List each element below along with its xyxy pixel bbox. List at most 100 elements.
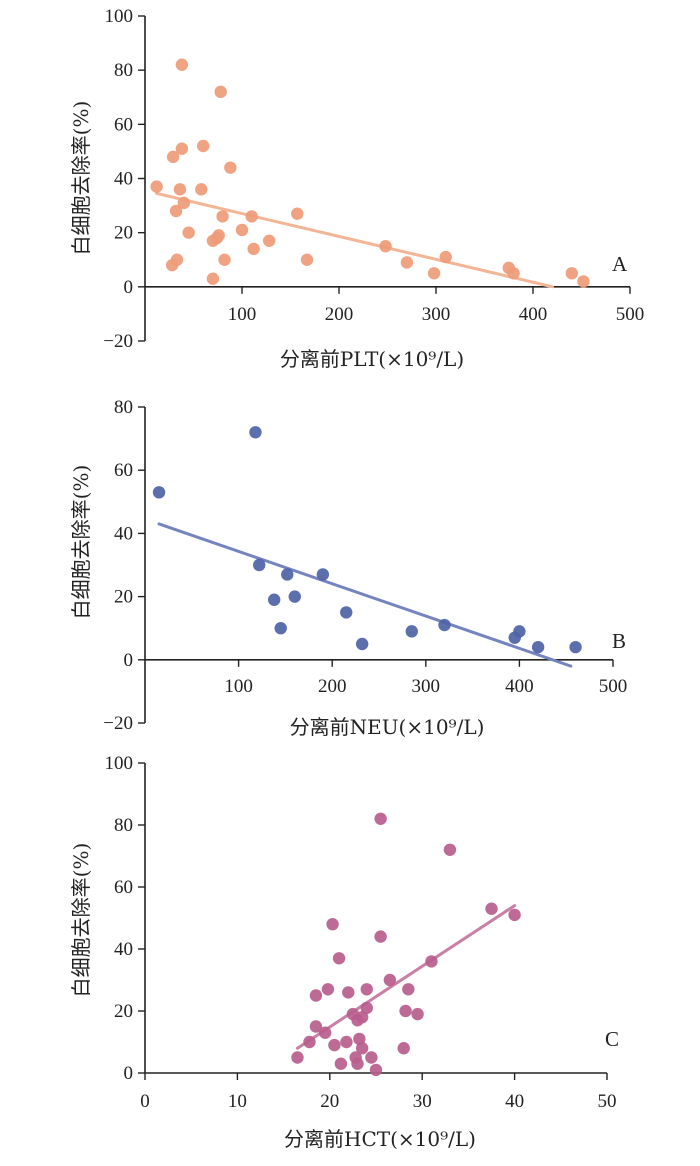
panel-c-point xyxy=(355,1042,369,1055)
panel-c-point xyxy=(399,1004,412,1018)
panel-c-point xyxy=(353,1032,366,1046)
panel-c-point xyxy=(332,952,346,965)
panel-b-xtick-label: 400 xyxy=(505,676,534,697)
panel-c-point xyxy=(321,983,335,996)
panel-a-point xyxy=(400,256,414,269)
panel-a-point xyxy=(291,207,304,220)
panel-c-xtick-label: 30 xyxy=(413,1091,432,1112)
panel-a-point xyxy=(216,210,229,223)
panel-c-ylabel: 白细胞去除率(%) xyxy=(69,843,93,998)
panel-a-ytick-label: 0 xyxy=(124,277,134,298)
panel-a-ytick-label: 100 xyxy=(105,6,134,27)
panel-b-trend-line xyxy=(157,522,573,668)
panel-a: 白细胞去除率(%) 分离前PLT(×10⁹/L) A −20 0 20 40 60 80 1… xyxy=(69,6,644,371)
panel-c-point xyxy=(485,902,498,915)
panel-a-point xyxy=(197,139,210,153)
panel-c-point xyxy=(360,983,373,996)
panel-a-point xyxy=(247,242,260,256)
panel-b-point xyxy=(340,606,353,619)
panel-b-xtick-label: 200 xyxy=(318,676,347,697)
panel-c-point xyxy=(374,930,387,943)
panel-a-xtick-label: 100 xyxy=(228,304,257,325)
panel-b-point xyxy=(405,625,418,638)
panel-b-point xyxy=(355,637,369,651)
panel-b-point xyxy=(249,426,262,439)
panel-c-point xyxy=(303,1035,316,1049)
panel-a-point xyxy=(245,210,258,223)
panel-a-point xyxy=(224,161,237,174)
panel-a-ylabel: 白细胞去除率(%) xyxy=(69,101,93,256)
panel-c-xlabel: 分离前HCT(×10⁹/L) xyxy=(284,1127,476,1151)
panel-c-point xyxy=(342,986,355,999)
panel-a-point xyxy=(379,240,392,253)
panel-a-point xyxy=(507,267,520,280)
panel-b-point xyxy=(281,568,294,581)
panel-a-point xyxy=(235,223,249,237)
panel-a-point xyxy=(565,267,578,280)
panel-c-point xyxy=(402,983,415,996)
panel-a-ytick-label: 80 xyxy=(114,60,133,81)
panel-a-point xyxy=(169,204,183,218)
panel-b-point xyxy=(267,593,281,606)
panel-a-ytick-label: −20 xyxy=(103,331,133,352)
panel-c-point xyxy=(326,918,339,931)
panel-c-xtick-label: 40 xyxy=(505,1091,524,1112)
panel-c-point xyxy=(309,989,323,1002)
panel-c-point xyxy=(360,1001,373,1015)
panel-a-trend-line xyxy=(155,191,554,289)
panel-b-letter: B xyxy=(612,629,626,653)
panel-a-point xyxy=(577,275,590,288)
panel-b-ytick-label: −20 xyxy=(103,713,133,734)
panel-a-point xyxy=(166,150,180,164)
panel-c-ytick-label: 100 xyxy=(105,753,134,774)
panel-a-xlabel: 分离前PLT(×10⁹/L) xyxy=(280,347,464,371)
panel-b-point xyxy=(316,568,330,581)
panel-b-point xyxy=(274,622,287,635)
panel-b-xtick-label: 100 xyxy=(224,676,253,697)
panel-c-point xyxy=(374,812,387,825)
panel-a-xtick-label: 500 xyxy=(616,304,645,325)
panel-b-ytick-label: 80 xyxy=(114,397,133,418)
panel-c-point xyxy=(340,1035,353,1049)
panel-c-letter: C xyxy=(605,1027,619,1051)
panel-a-point xyxy=(182,226,195,239)
panel-a-point xyxy=(214,85,227,99)
panel-c-point xyxy=(425,955,438,968)
panel-b-xtick-label: 500 xyxy=(599,676,628,697)
panel-c-point xyxy=(355,1011,369,1024)
panel-a-ytick-label: 60 xyxy=(114,114,133,135)
panel-b-ytick-label: 60 xyxy=(114,460,133,481)
panel-b-point xyxy=(288,590,301,603)
panel-c-xtick-label: 10 xyxy=(228,1091,247,1112)
panel-c: 白细胞去除率(%) 分离前HCT(×10⁹/L) C 0 20 40 60 80 100 0… xyxy=(69,753,619,1151)
panel-a-point xyxy=(262,234,276,247)
panel-c-ytick-label: 60 xyxy=(114,877,133,898)
panel-c-point xyxy=(318,1026,332,1039)
panel-c-ytick-label: 40 xyxy=(114,939,133,960)
panel-c-point xyxy=(351,1057,364,1070)
panel-a-xtick-label: 200 xyxy=(325,304,354,325)
panel-a-ytick-label: 40 xyxy=(114,169,133,190)
panel-c-point xyxy=(443,843,457,856)
panel-c-ytick-label: 80 xyxy=(114,815,133,836)
panel-a-point xyxy=(206,272,220,285)
panel-b-ylabel: 白细胞去除率(%) xyxy=(69,465,93,620)
panel-c-ytick-label: 0 xyxy=(124,1063,134,1084)
panel-c-point xyxy=(383,973,397,987)
panel-a-point xyxy=(150,180,163,193)
panel-c-point xyxy=(411,1007,424,1021)
panel-c-point xyxy=(309,1020,323,1033)
panel-c-point xyxy=(291,1051,304,1064)
panel-c-point xyxy=(508,908,521,922)
panel-b-point xyxy=(513,625,526,638)
panel-b-ytick-label: 20 xyxy=(114,587,133,608)
panel-c-point xyxy=(397,1042,410,1055)
panel-c-xtick-label: 0 xyxy=(140,1091,150,1112)
panel-a-point xyxy=(170,253,184,266)
panel-a-point xyxy=(427,267,441,280)
panel-a-point xyxy=(175,58,189,71)
panel-c-xtick-label: 20 xyxy=(320,1091,339,1112)
panel-b-point xyxy=(569,640,582,654)
panel-a-point xyxy=(195,183,208,196)
